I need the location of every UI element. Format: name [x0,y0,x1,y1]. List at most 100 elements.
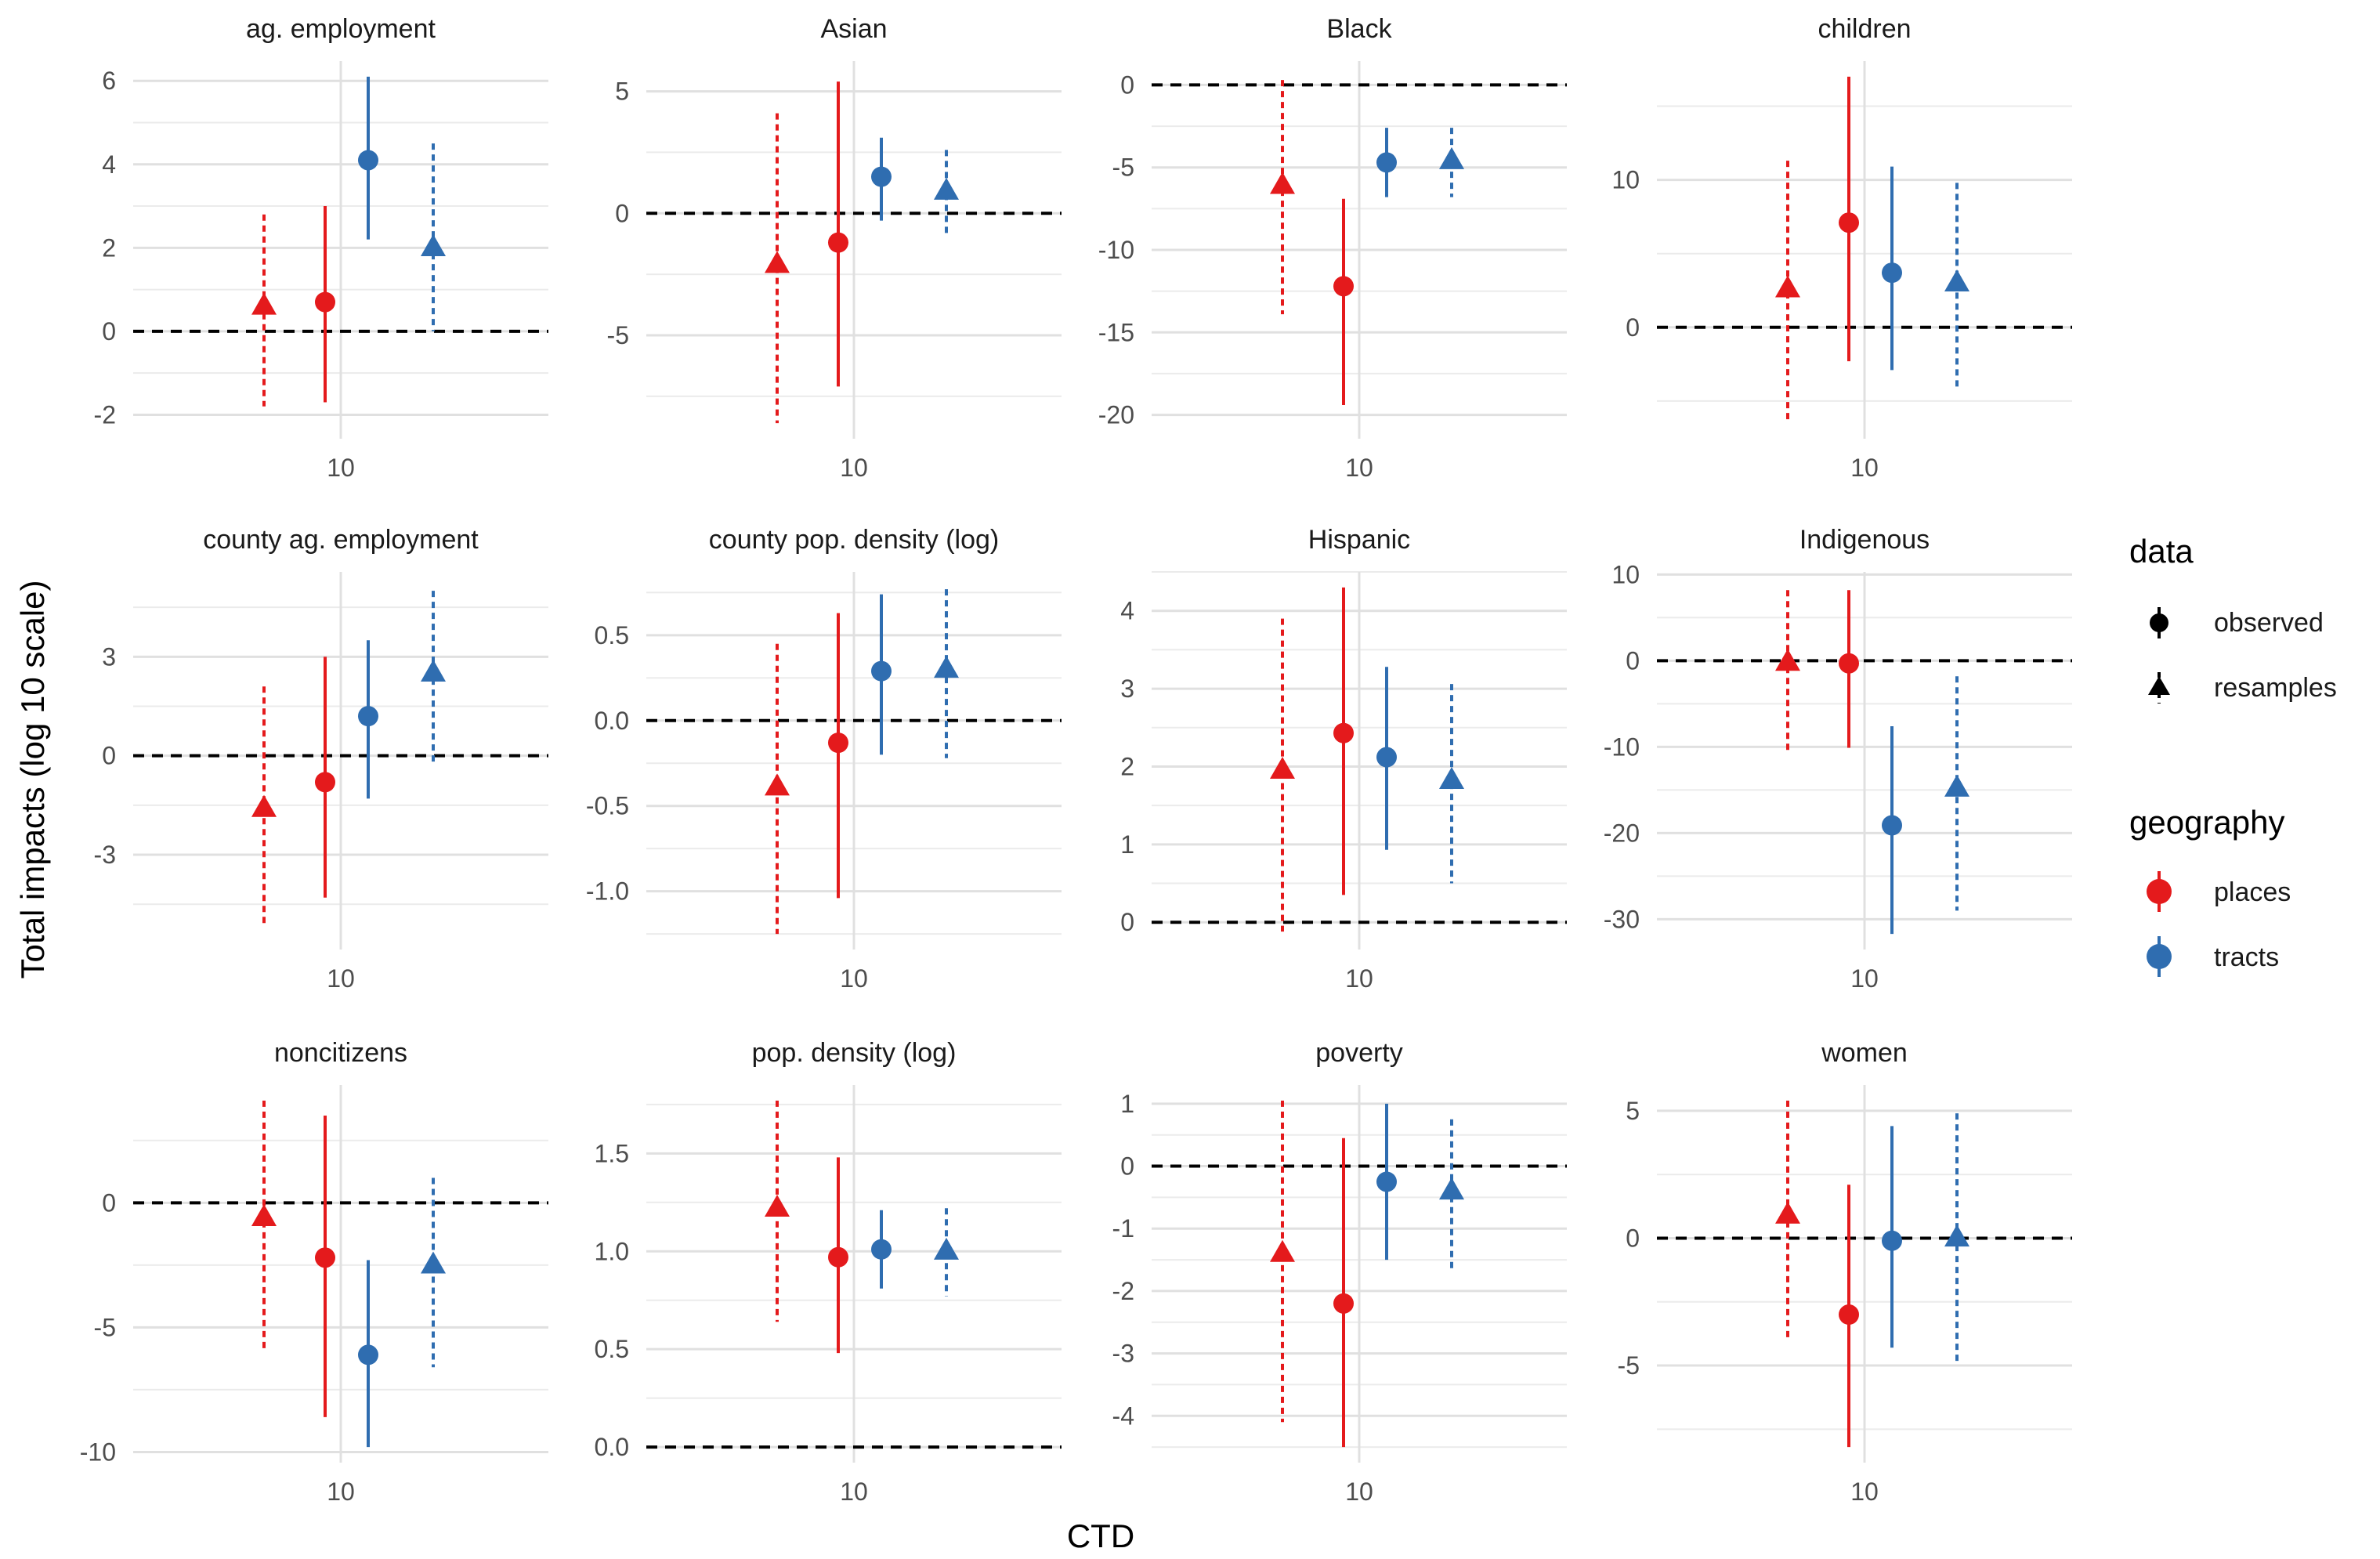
y-tick-label: -3 [1112,1340,1134,1368]
point-range-tracts-resamples [934,150,959,236]
point-range-places-resamples [1270,80,1295,315]
x-tick-label: 10 [1345,964,1373,993]
facet-title: Asian [820,14,887,44]
point-estimate-circle [1333,1293,1354,1314]
point-range-places-resamples [251,686,277,928]
facet-title: Indigenous [1799,525,1930,555]
x-tick-label: 10 [327,454,355,482]
point-range-tracts-resamples [1439,684,1464,884]
y-tick-label: 10 [1611,560,1640,588]
y-tick-label: 5 [615,78,629,106]
point-estimate-triangle [1944,269,1969,291]
legend-tracts-key [2147,944,2172,969]
y-tick-label: -3 [94,841,116,869]
point-estimate-circle [828,232,848,253]
point-estimate-circle [1839,1304,1859,1326]
point-range-tracts-observed [871,594,892,755]
point-estimate-circle [358,1344,378,1365]
facet-title: poverty [1315,1038,1403,1068]
point-estimate-triangle [1775,649,1800,671]
facet-children: children 0 10 10 [1611,14,2072,482]
y-tick-label: 10 [1611,166,1640,194]
y-tick-label: 0 [1120,1152,1134,1181]
point-range-tracts-observed [1882,725,1902,935]
point-estimate-triangle [1439,766,1464,789]
y-tick-label: 6 [102,67,116,95]
point-range-tracts-resamples [421,1177,446,1368]
y-tick-label: 0.5 [595,621,629,649]
point-estimate-circle [1333,276,1354,297]
point-estimate-triangle [934,1237,959,1260]
facet-ag-employment: ag. employment -2 0 2 4 6 10 [94,14,548,482]
point-range-tracts-resamples [934,1208,959,1297]
point-range-places-resamples [251,214,277,407]
x-axis-title: CTD [1067,1517,1134,1554]
y-tick-label: -30 [1604,905,1640,933]
facet-title: children [1818,14,1911,44]
point-estimate-circle [871,660,892,682]
legend-places-key [2147,879,2172,904]
point-estimate-triangle [421,1251,446,1274]
y-tick-label: 0.0 [595,707,629,735]
point-range-places-resamples [765,643,790,935]
point-range-tracts-observed [358,640,378,799]
x-tick-label: 10 [1850,964,1879,993]
facet-black: Black 0 -5 -10 -15 -20 10 [1098,14,1567,482]
point-range-tracts-observed [358,1260,378,1448]
x-tick-label: 10 [327,1478,355,1506]
y-tick-label: 0 [1120,908,1134,936]
point-estimate-circle [1882,1230,1902,1251]
point-estimate-circle [871,166,892,187]
x-tick-label: 10 [327,964,355,993]
y-tick-label: 2 [1120,752,1134,780]
facet-title: county ag. employment [203,525,479,555]
y-tick-label: -0.5 [586,792,629,820]
point-range-tracts-observed [1376,128,1397,197]
point-range-places-resamples [251,1100,277,1351]
point-range-tracts-observed [1882,166,1902,371]
legend-tracts-label: tracts [2214,942,2279,972]
point-range-tracts-resamples [1439,128,1464,197]
point-estimate-triangle [934,177,959,200]
y-tick-label: 2 [102,233,116,262]
y-tick-label: 4 [1120,597,1134,625]
facet-title: noncitizens [274,1038,407,1068]
x-tick-label: 10 [840,1478,868,1506]
point-range-tracts-resamples [1944,1113,1969,1363]
point-range-places-observed [315,1115,335,1417]
legend-geography-tracts: tracts [2147,936,2279,977]
legend-geography-places: places [2147,871,2291,912]
point-estimate-triangle [1944,774,1969,797]
y-tick-label: 1.0 [595,1237,629,1265]
y-tick-label: 0 [102,317,116,345]
point-range-tracts-resamples [1944,676,1969,911]
point-estimate-triangle [765,773,790,796]
point-estimate-triangle [934,656,959,678]
point-range-tracts-resamples [1944,183,1969,389]
point-estimate-circle [871,1239,892,1260]
point-range-places-observed [828,613,848,899]
y-tick-label: 0 [615,199,629,227]
point-range-tracts-resamples [421,143,446,331]
y-tick-label: -10 [80,1438,116,1466]
point-estimate-circle [358,706,378,727]
point-range-places-observed [828,1157,848,1354]
point-estimate-triangle [1439,1177,1464,1200]
point-estimate-triangle [765,1194,790,1217]
y-tick-label: -5 [94,1313,116,1341]
y-tick-label: -5 [1618,1351,1640,1380]
point-estimate-circle [358,150,378,171]
point-estimate-triangle [1775,1201,1800,1224]
facet-asian: Asian -5 0 5 10 [607,14,1062,482]
y-tick-label: 0.5 [595,1335,629,1363]
y-tick-label: 0 [102,742,116,770]
y-tick-label: 0 [1120,71,1134,99]
legend-observed-key [2150,613,2168,632]
point-estimate-circle [315,291,335,313]
point-estimate-triangle [1775,275,1800,298]
point-estimate-circle [828,732,848,754]
y-tick-label: 0 [1626,1224,1640,1252]
point-estimate-circle [1882,262,1902,284]
facet-panels: ag. employment-2024610Asian-50510Black0-… [80,14,2072,1506]
